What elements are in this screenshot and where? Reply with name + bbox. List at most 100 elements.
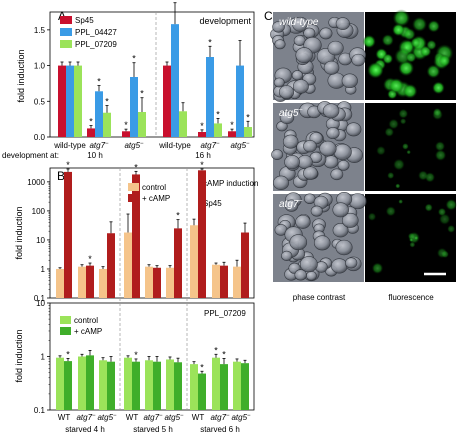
fluorescent-cell [432,81,445,95]
micrograph-grid: wild-type atg5− atg7− [270,9,458,282]
fluorescent-cell [436,247,448,259]
panel-label-b: B [57,169,65,183]
phase-cell [327,40,344,56]
significance-star: * [200,362,204,372]
fluorescent-cell [384,127,395,137]
fluorescent-cell [427,20,440,33]
phase-cell [292,16,309,32]
significance-star: * [89,117,93,127]
x-tick-label: atg7− [210,413,230,422]
bar-camp [153,267,161,298]
fluorescent-cell [402,83,418,99]
panel-b-upper-y-axis: 0.1 1 10 100 1000 [27,178,50,303]
fluorescent-cell [398,199,404,204]
phase-cell [337,160,350,171]
phase-cell [322,103,340,119]
bar-ppl_04427 [236,65,244,137]
fluorescent-cell [400,118,407,125]
panel-a-ylabel: fold induction [16,49,26,102]
fluorescent-cell [388,77,405,94]
panel-b-upper-bars: * * * * * [56,160,249,298]
x-tick-label: wild-type [53,141,86,150]
legend-label: + cAMP [142,194,170,203]
phase-cell [284,154,300,170]
x-tick-label: atg5− [124,141,144,150]
fluorescent-cell [392,23,405,37]
bar-camp [241,363,249,410]
genotype-label: atg7− [279,198,303,210]
legend-label: Sp45 [75,16,94,25]
y-tick-label: 0.5 [34,97,46,106]
fluorescent-cell [434,141,446,152]
bar-camp [86,265,94,298]
fluorescent-cell [426,39,437,51]
panel-a: A development fold induction 0.00.51.01.… [2,2,255,160]
phase-cell [271,149,284,160]
bar-camp [64,171,72,298]
fluorescent-cell [362,34,376,49]
significance-star: * [230,120,234,130]
panel-b-lower-title: PPL_07209 [204,309,246,318]
bar-control [124,357,132,410]
development-at-label: development at: [2,151,59,160]
x-tick-label: atg7− [143,413,163,422]
timepoint-16h: 16 h [195,151,211,160]
phase-cell [274,39,286,50]
x-tick-label: wild-type [158,141,191,150]
significance-star: * [66,160,70,170]
significance-star: * [222,349,226,359]
bar-ppl_04427 [206,57,214,137]
bar-control [78,356,86,410]
fluorescent-cell [405,52,417,63]
y-tick-label: 0.0 [34,133,46,142]
significance-star: * [124,120,128,130]
genotype-label: atg5− [279,107,303,119]
phase-cell [345,122,362,137]
phase-cell [278,85,295,99]
phase-cell [281,250,293,261]
significance-star: * [208,37,212,47]
fluorescent-cell [447,224,456,233]
phase-cell [295,47,313,64]
phase-cell [333,143,352,161]
legend-swatch [60,16,72,24]
bar-camp [132,361,140,410]
y-tick-label: 1 [41,353,46,362]
panel-b: B fold induction fold induction cAMP ind… [14,160,258,434]
bar-sp45 [87,128,95,137]
bar-control [166,359,174,410]
significance-star: * [105,97,109,107]
bar-sp45 [228,131,236,137]
significance-star: * [140,89,144,99]
significance-star: * [88,254,92,264]
phase-cell [341,212,359,228]
x-tick-label: WT [192,413,205,422]
bar-control [190,364,198,410]
phase-cell [289,234,308,251]
phase-cell [341,73,358,89]
bar-control [124,232,132,298]
fluorescent-cell [392,9,411,27]
phase-cell [303,27,316,39]
bar-control [212,357,220,410]
condition-label: starved 6 h [200,425,240,434]
phase-cell [272,21,285,33]
panel-label-c: C [264,9,273,23]
significance-star: * [214,345,218,355]
x-tick-label: atg5− [164,413,184,422]
fluorescent-cell [376,145,386,156]
y-tick-label: 1.0 [34,62,46,71]
fluorescent-cell [398,108,409,119]
phase-cell [335,239,353,256]
fluorescent-cell [368,62,384,78]
fluorescent-cell [424,203,433,212]
significance-star: * [246,112,250,122]
phase-cell [291,70,304,81]
bar-camp [174,362,182,410]
fluorescent-cell [367,212,377,221]
phase-cell [303,139,317,153]
fluorescent-cell [387,171,395,180]
bar-control [99,360,107,410]
phase-cell [303,166,318,180]
x-tick-label: atg7− [76,413,96,422]
